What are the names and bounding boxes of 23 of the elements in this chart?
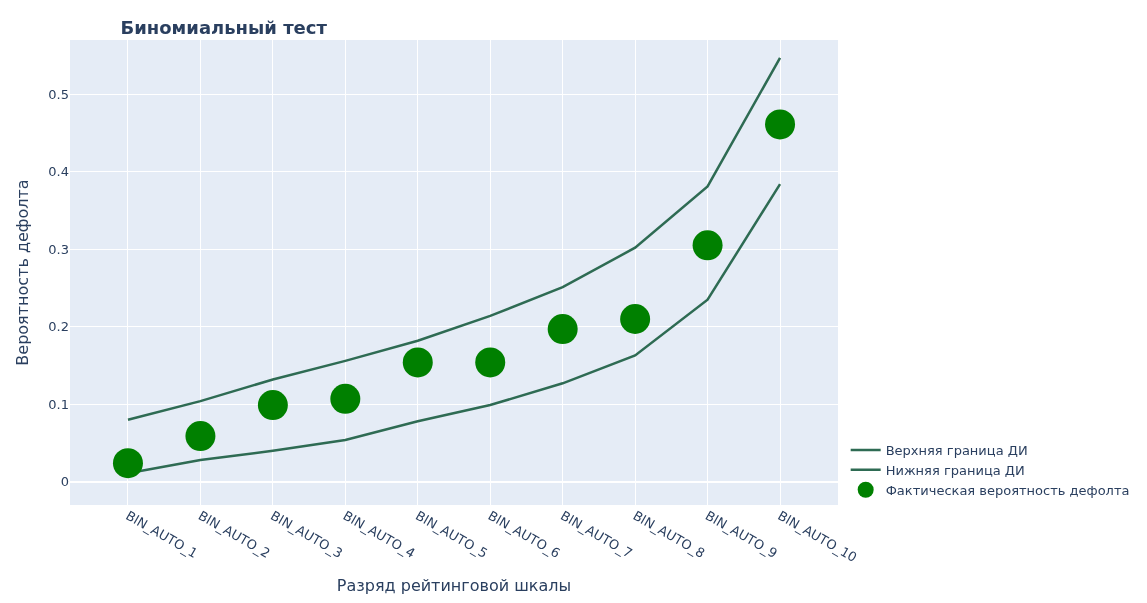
point	[765, 109, 796, 140]
point	[692, 230, 723, 261]
point	[475, 347, 506, 378]
point	[330, 383, 361, 414]
legend-label: Верхняя граница ДИ	[885, 443, 1028, 459]
legend-label: Фактическая вероятность дефолта	[885, 482, 1130, 498]
point	[547, 314, 578, 345]
point	[257, 390, 288, 421]
line-series	[126, 56, 782, 421]
point	[112, 448, 143, 479]
y-axis-title: Вероятность дефолта	[13, 179, 33, 366]
y-tick-label: 0.2	[48, 319, 69, 335]
y-tick-label: 0	[60, 474, 69, 490]
y-tick-label: 0.1	[48, 396, 69, 412]
point	[402, 347, 433, 378]
chart-title: Биномиальный тест	[120, 16, 328, 38]
y-tick-label: 0.5	[48, 86, 69, 102]
point	[185, 421, 216, 452]
y-tick-label: 0.4	[48, 164, 69, 180]
y-tick-label: 0.3	[48, 241, 69, 257]
legend-label: Нижняя граница ДИ	[885, 462, 1025, 478]
x-axis-title: Разряд рейтинговой шкалы	[336, 575, 572, 595]
point	[620, 304, 651, 334]
